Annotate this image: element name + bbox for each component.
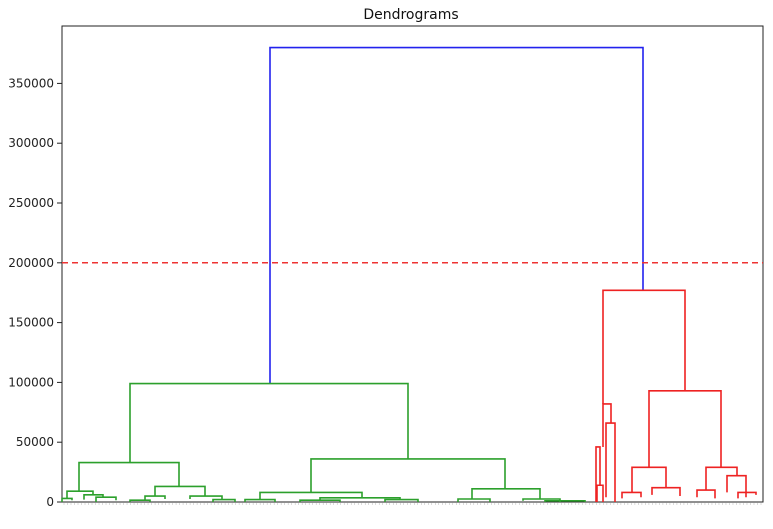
- dendrogram-link: [129, 382, 409, 463]
- dendrogram-link: [596, 484, 604, 502]
- dendrogram-link: [602, 403, 612, 447]
- y-tick-label: 300000: [8, 136, 54, 150]
- dendrogram-link: [696, 489, 716, 499]
- dendrogram-link: [212, 498, 236, 502]
- dendrogram-link: [310, 458, 506, 493]
- dendrogram-link: [66, 490, 94, 499]
- dendrogram-link: [737, 491, 757, 499]
- dendrogram-link: [621, 491, 642, 499]
- dendrogram-link: [78, 461, 180, 492]
- dendrogram-link: [269, 46, 644, 384]
- chart-title: Dendrograms: [363, 7, 458, 23]
- dendrogram-links: [61, 46, 757, 502]
- y-tick-label: 200000: [8, 256, 54, 270]
- dendrogram-link: [384, 498, 419, 502]
- dendrogram-link: [299, 499, 341, 502]
- dendrogram-link: [189, 495, 223, 500]
- dendrogram-link: [244, 498, 276, 502]
- y-tick-label: 250000: [8, 196, 54, 210]
- y-tick-label: 0: [46, 495, 54, 509]
- dendrogram-link: [648, 389, 722, 468]
- dendrogram-link: [544, 500, 586, 502]
- dendrogram-link: [95, 496, 117, 502]
- dendrogram-link: [259, 491, 363, 500]
- y-axis: 0 50000 100000 150000 200000 250000 300000 3500…: [8, 76, 62, 509]
- dendrogram-link: [154, 485, 206, 497]
- dendrogram-link: [144, 495, 166, 501]
- dendrogram-link: [457, 498, 491, 502]
- dendrogram-link: [83, 494, 104, 500]
- dendrogram-link: [471, 488, 541, 500]
- y-tick-label: 50000: [16, 435, 54, 449]
- y-tick-label: 150000: [8, 316, 54, 330]
- dendrogram-link: [631, 466, 667, 493]
- dendrogram-link: [605, 422, 616, 502]
- dendrogram-link: [705, 466, 738, 491]
- dendrogram-link: [129, 499, 151, 502]
- plot-frame: [61, 25, 764, 503]
- y-tick-label: 100000: [8, 375, 54, 389]
- dendrogram-link: [651, 486, 681, 497]
- dendrogram-link: [726, 474, 747, 498]
- dendrogram-link: [319, 497, 401, 501]
- y-tick-label: 350000: [8, 76, 54, 90]
- dendrogram-link: [61, 497, 73, 502]
- leaf-labels: [63, 502, 762, 505]
- dendrogram-link: [595, 446, 601, 502]
- dendrogram-link: [602, 289, 686, 404]
